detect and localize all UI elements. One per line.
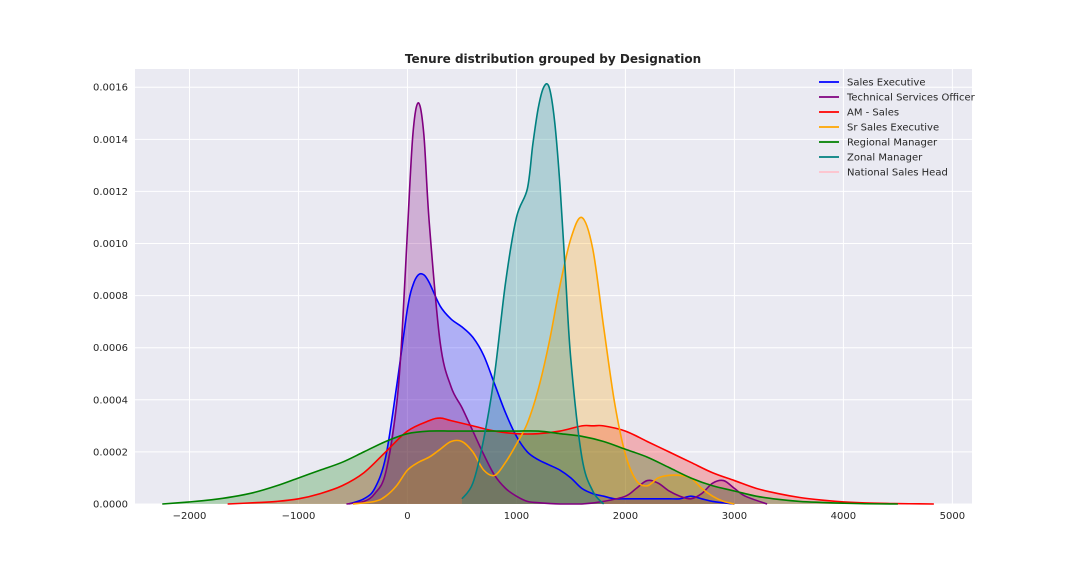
series-line	[227, 417, 934, 505]
series-area	[461, 83, 604, 504]
x-tick-label: 1000	[504, 511, 529, 522]
legend: Sales Executive Technical Services Office…	[819, 78, 976, 179]
y-tick-label: 0.0000	[93, 500, 128, 511]
series-area	[227, 418, 934, 504]
series-line	[162, 430, 898, 505]
series-line	[346, 102, 768, 505]
x-tick-label: 3000	[722, 511, 747, 522]
legend-label: Regional Manager	[847, 138, 938, 149]
legend-label: Technical Services Officer	[846, 93, 976, 104]
series-lines	[162, 83, 934, 505]
legend-label: Sales Executive	[847, 78, 925, 89]
series-area	[348, 273, 735, 504]
y-tick-label: 0.0002	[93, 447, 128, 458]
series-area	[352, 217, 735, 504]
grid-lines	[135, 69, 972, 505]
y-tick-label: 0.0004	[93, 395, 128, 406]
x-tick-label: −2000	[173, 511, 207, 522]
series-line	[461, 83, 605, 505]
legend-label: National Sales Head	[847, 168, 948, 179]
x-tick-label: 4000	[831, 511, 856, 522]
y-tick-label: 0.0016	[93, 83, 128, 94]
y-tick-label: 0.0014	[93, 135, 128, 146]
legend-label: Sr Sales Executive	[847, 123, 939, 134]
x-axis-ticks: −2000 −1000 0 1000 2000 3000 4000 5000	[173, 511, 966, 522]
y-tick-label: 0.0012	[93, 187, 128, 198]
y-tick-label: 0.0008	[93, 291, 128, 302]
x-tick-label: 0	[404, 511, 410, 522]
x-tick-label: 5000	[940, 511, 965, 522]
legend-label: AM - Sales	[847, 108, 899, 119]
series-line	[352, 216, 735, 505]
legend-label: Zonal Manager	[847, 153, 923, 164]
series-area	[162, 430, 898, 504]
series-areas	[162, 83, 934, 505]
x-tick-label: 2000	[613, 511, 638, 522]
y-tick-label: 0.0006	[93, 343, 128, 354]
y-axis-ticks: 0.0000 0.0002 0.0004 0.0006 0.0008 0.0010 0.00…	[93, 83, 128, 511]
series-area	[346, 102, 768, 505]
x-tick-label: −1000	[282, 511, 316, 522]
y-tick-label: 0.0010	[93, 239, 128, 250]
chart-title: Tenure distribution grouped by Designati…	[405, 52, 701, 66]
series-line	[348, 272, 735, 505]
